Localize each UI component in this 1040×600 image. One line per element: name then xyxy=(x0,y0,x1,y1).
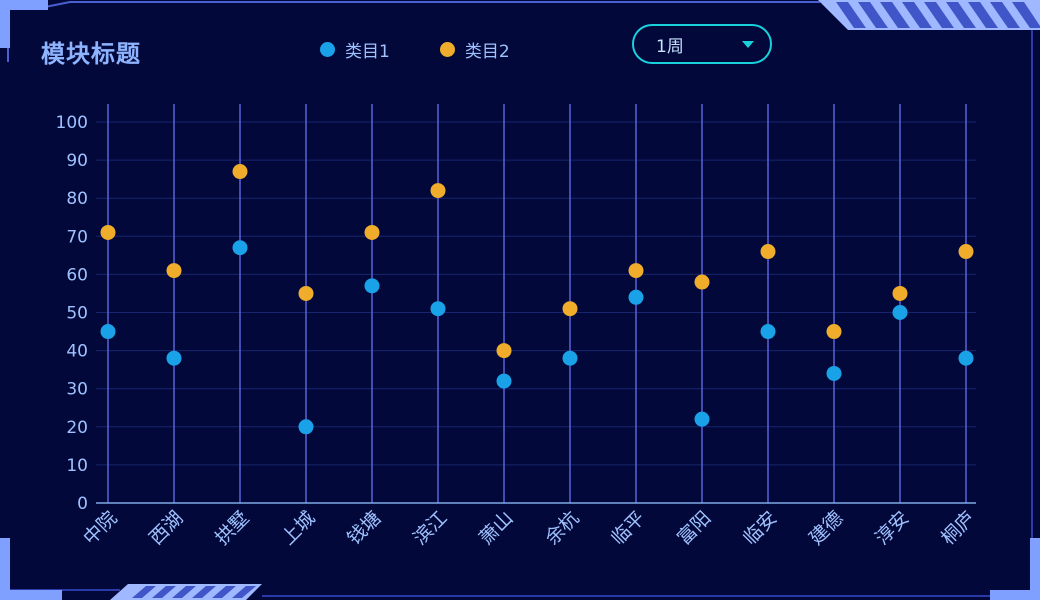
point-series2-3 xyxy=(232,164,248,180)
y-tick-label: 30 xyxy=(66,380,88,400)
point-series1-4 xyxy=(298,419,314,435)
point-series2-13 xyxy=(892,285,908,301)
point-series1-3 xyxy=(232,240,248,256)
chart-legend: 类目1 类目2 xyxy=(320,37,510,62)
point-series1-9 xyxy=(628,289,644,305)
point-series2-9 xyxy=(628,263,644,279)
legend-label-series2: 类目2 xyxy=(464,42,510,62)
point-series1-12 xyxy=(826,365,842,381)
x-tick-label: 淳安 xyxy=(871,507,913,549)
legend-item-series2[interactable]: 类目2 xyxy=(439,37,510,62)
y-tick-label: 50 xyxy=(66,304,88,324)
point-series2-7 xyxy=(496,343,512,359)
x-tick-label: 拱墅 xyxy=(211,507,253,549)
x-tick-label: 滨江 xyxy=(409,507,451,549)
legend-dot-icon xyxy=(320,42,335,57)
y-tick-label: 0 xyxy=(77,494,88,514)
point-series1-1 xyxy=(100,324,116,340)
x-tick-label: 萧山 xyxy=(475,507,517,549)
x-tick-label: 临安 xyxy=(739,507,781,549)
point-series1-10 xyxy=(694,411,710,427)
legend-item-series1[interactable]: 类目1 xyxy=(320,37,390,62)
x-tick-label: 临平 xyxy=(607,507,649,549)
y-tick-label: 80 xyxy=(66,189,88,209)
period-dropdown[interactable]: 1周 xyxy=(632,24,772,64)
y-tick-label: 40 xyxy=(66,342,88,362)
point-series2-2 xyxy=(166,263,182,279)
point-series1-5 xyxy=(364,278,380,294)
corner-bottom-left xyxy=(0,538,62,600)
corner-bottom-right xyxy=(990,538,1040,600)
module-title: 模块标题 xyxy=(41,40,141,68)
point-series1-2 xyxy=(166,350,182,366)
x-tick-label: 钱塘 xyxy=(343,507,385,549)
point-series1-13 xyxy=(892,305,908,320)
x-tick-label: 西湖 xyxy=(145,507,187,549)
point-series2-11 xyxy=(760,244,776,260)
y-tick-label: 90 xyxy=(66,151,88,171)
stripe-decoration-top xyxy=(818,0,1040,30)
legend-dot-icon xyxy=(439,42,455,57)
y-tick-label: 10 xyxy=(66,456,88,476)
point-series2-4 xyxy=(298,285,314,301)
period-dropdown-value: 1周 xyxy=(656,36,684,57)
y-tick-label: 70 xyxy=(66,227,88,247)
x-tick-label: 富阳 xyxy=(673,507,715,549)
y-tick-label: 60 xyxy=(66,265,88,285)
point-series1-8 xyxy=(562,350,578,366)
point-series1-6 xyxy=(430,301,446,317)
y-tick-label: 100 xyxy=(56,113,88,133)
corner-top-left xyxy=(0,0,48,48)
point-series1-11 xyxy=(760,324,776,340)
point-series2-8 xyxy=(562,301,578,317)
point-series2-1 xyxy=(100,224,116,240)
x-tick-label: 上城 xyxy=(277,507,319,549)
point-series2-5 xyxy=(364,224,380,240)
point-series2-14 xyxy=(958,244,974,260)
y-tick-label: 20 xyxy=(66,418,88,438)
x-tick-label: 建德 xyxy=(805,507,847,549)
x-tick-label: 余杭 xyxy=(541,507,583,549)
point-series2-12 xyxy=(826,324,842,340)
legend-label-series1: 类目1 xyxy=(345,42,390,62)
point-series2-6 xyxy=(430,183,446,199)
stripe-decoration-bottom xyxy=(110,584,262,600)
caret-down-icon xyxy=(742,40,754,48)
point-series1-14 xyxy=(958,350,974,366)
point-series2-10 xyxy=(694,274,710,290)
point-series1-7 xyxy=(496,373,512,389)
x-tick-label: 桐庐 xyxy=(937,507,979,549)
